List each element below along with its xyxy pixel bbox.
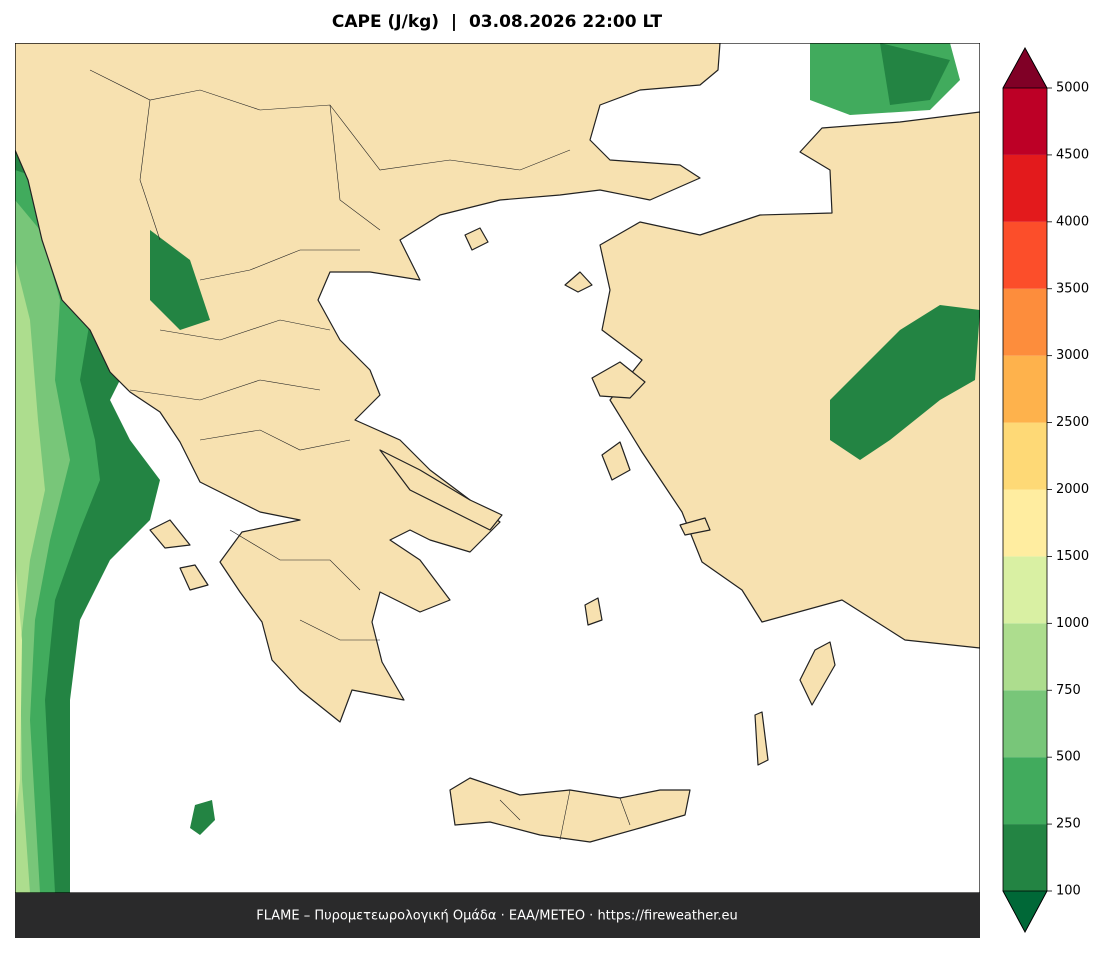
map-title: CAPE (J/kg) | 03.08.2026 22:00 LT xyxy=(332,12,663,32)
colorbar: 100 250 500 750 1000 1500 2000 2500 3000 3500 4000… xyxy=(1002,47,1089,933)
colorbar-under xyxy=(1002,890,1048,933)
balkans xyxy=(15,43,721,723)
colorbar-tick-label: 4500 xyxy=(1056,147,1089,162)
colorbar-tick-label: 100 xyxy=(1056,884,1081,899)
colorbar-segment xyxy=(1003,757,1047,825)
colorbar-tick-label: 5000 xyxy=(1056,81,1089,96)
colorbar-tick-label: 1000 xyxy=(1056,616,1089,631)
colorbar-segment xyxy=(1003,690,1047,758)
colorbar-segment xyxy=(1003,623,1047,691)
colorbar-segment xyxy=(1003,489,1047,557)
colorbar-tick-label: 3000 xyxy=(1056,348,1089,363)
rhodes xyxy=(799,641,836,706)
colorbar-segment xyxy=(1003,556,1047,624)
colorbar-tick-label: 2500 xyxy=(1056,415,1089,430)
thasos xyxy=(464,227,489,251)
colorbar-segment xyxy=(1003,154,1047,222)
lesvos xyxy=(591,361,646,399)
colorbar-tick-label: 2000 xyxy=(1056,482,1089,497)
cape-shade xyxy=(15,560,22,820)
colorbar-segment xyxy=(1003,288,1047,356)
samos xyxy=(679,517,711,536)
cape-shade xyxy=(880,43,950,105)
colorbar-tick-label: 1500 xyxy=(1056,549,1089,564)
chios xyxy=(601,441,631,481)
naxos xyxy=(584,597,603,626)
map xyxy=(15,43,980,893)
cape-shade xyxy=(15,260,45,893)
cape-shade xyxy=(190,800,215,835)
colorbar-segment xyxy=(1003,422,1047,490)
kefalonia xyxy=(149,519,191,549)
footer-band xyxy=(15,893,980,938)
colorbar-tick-label: 750 xyxy=(1056,683,1081,698)
zakynthos xyxy=(179,564,209,591)
cape-shade xyxy=(150,230,210,330)
crete xyxy=(449,777,691,843)
karpathos xyxy=(754,711,769,766)
colorbar-tick-label: 500 xyxy=(1056,750,1081,765)
lemnos xyxy=(564,271,593,293)
colorbar-tick-label: 4000 xyxy=(1056,214,1089,229)
cape-shade xyxy=(830,305,980,460)
colorbar-segment xyxy=(1003,221,1047,289)
colorbar-segment xyxy=(1003,355,1047,423)
colorbar-tick-label: 3500 xyxy=(1056,281,1089,296)
colorbar-tick-label: 250 xyxy=(1056,817,1081,832)
borders xyxy=(89,69,631,841)
footer-credit: FLAME – Πυρομετεωρολογική Ομάδα · ΕΑΑ/ME… xyxy=(256,909,738,924)
colorbar-over xyxy=(1002,47,1048,89)
colorbar-segment xyxy=(1003,88,1047,155)
colorbar-segment xyxy=(1003,824,1047,891)
evia xyxy=(379,449,503,531)
